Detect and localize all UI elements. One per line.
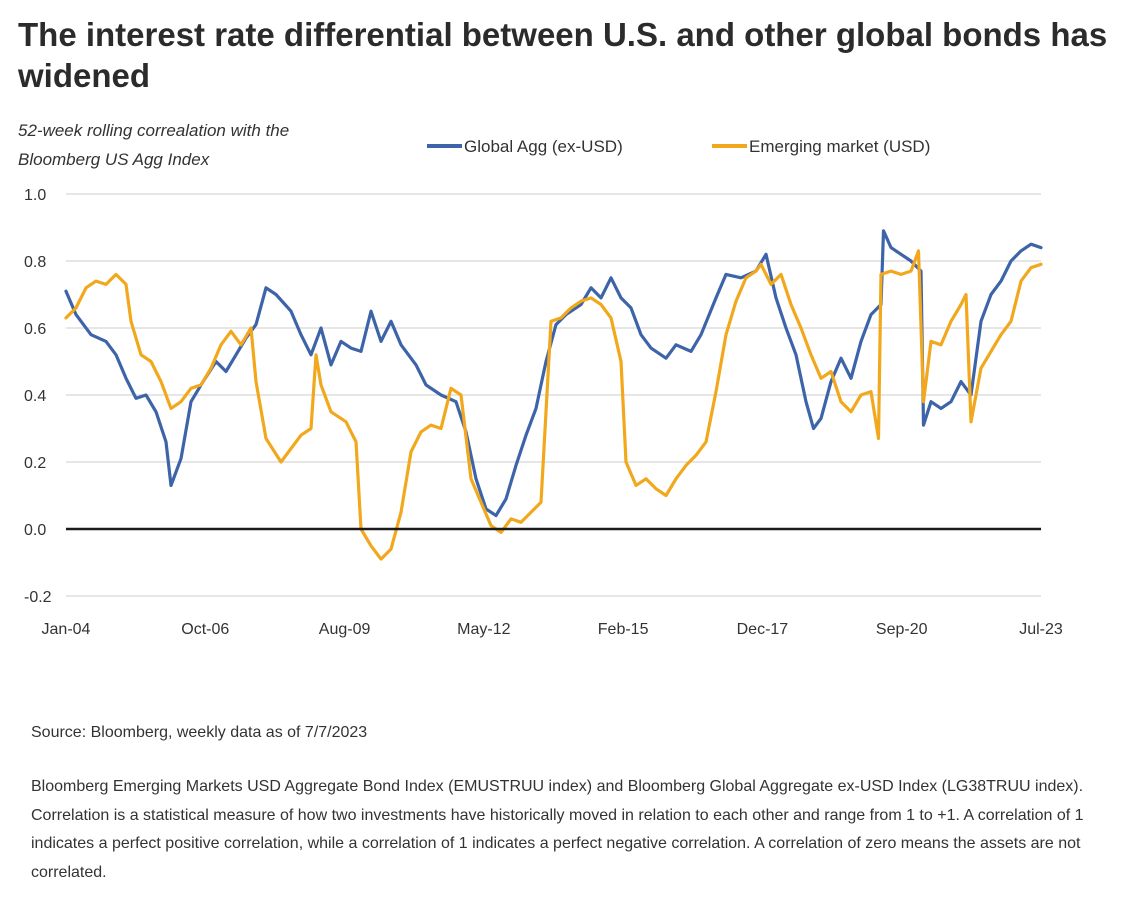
y-tick-label: 0.4 <box>24 388 46 405</box>
y-tick-label: 0.8 <box>24 254 46 271</box>
x-tick-label: May-12 <box>457 621 510 638</box>
legend-label-emerging-market: Emerging market (USD) <box>749 137 930 156</box>
x-tick-label: Jul-23 <box>1019 621 1063 638</box>
x-tick-label: Aug-09 <box>319 621 371 638</box>
x-tick-label: Jan-04 <box>42 621 91 638</box>
y-tick-label: -0.2 <box>24 589 52 606</box>
page-title: The interest rate differential between U… <box>18 14 1118 96</box>
x-tick-label: Oct-06 <box>181 621 229 638</box>
x-tick-label: Feb-15 <box>598 621 649 638</box>
gridlines <box>66 194 1041 596</box>
legend: Global Agg (ex-USD) Emerging market (USD… <box>427 137 930 156</box>
x-tick-label: Dec-17 <box>737 621 789 638</box>
y-axis-label-line-1: 52-week rolling correalation with the <box>18 121 289 140</box>
y-tick-label: 0.2 <box>24 455 46 472</box>
emerging-market-series-line <box>66 251 1041 559</box>
correlation-line-chart: 52-week rolling correalation with the Bl… <box>0 108 1138 648</box>
x-tick-label: Sep-20 <box>876 621 928 638</box>
y-axis-label-line-2: Bloomberg US Agg Index <box>18 150 210 169</box>
legend-label-global-agg: Global Agg (ex-USD) <box>464 137 623 156</box>
y-tick-label: 0.0 <box>24 522 46 539</box>
methodology-note: Bloomberg Emerging Markets USD Aggregate… <box>31 773 1091 887</box>
x-axis-ticks: Jan-04 Oct-06 Aug-09 May-12 Feb-15 Dec-17 Sep-… <box>42 621 1063 638</box>
y-tick-label: 0.6 <box>24 321 46 338</box>
source-note: Source: Bloomberg, weekly data as of 7/7… <box>31 724 367 742</box>
y-tick-label: 1.0 <box>24 187 46 204</box>
y-axis-ticks: 1.0 0.8 0.6 0.4 0.2 0.0 -0.2 <box>24 187 52 606</box>
